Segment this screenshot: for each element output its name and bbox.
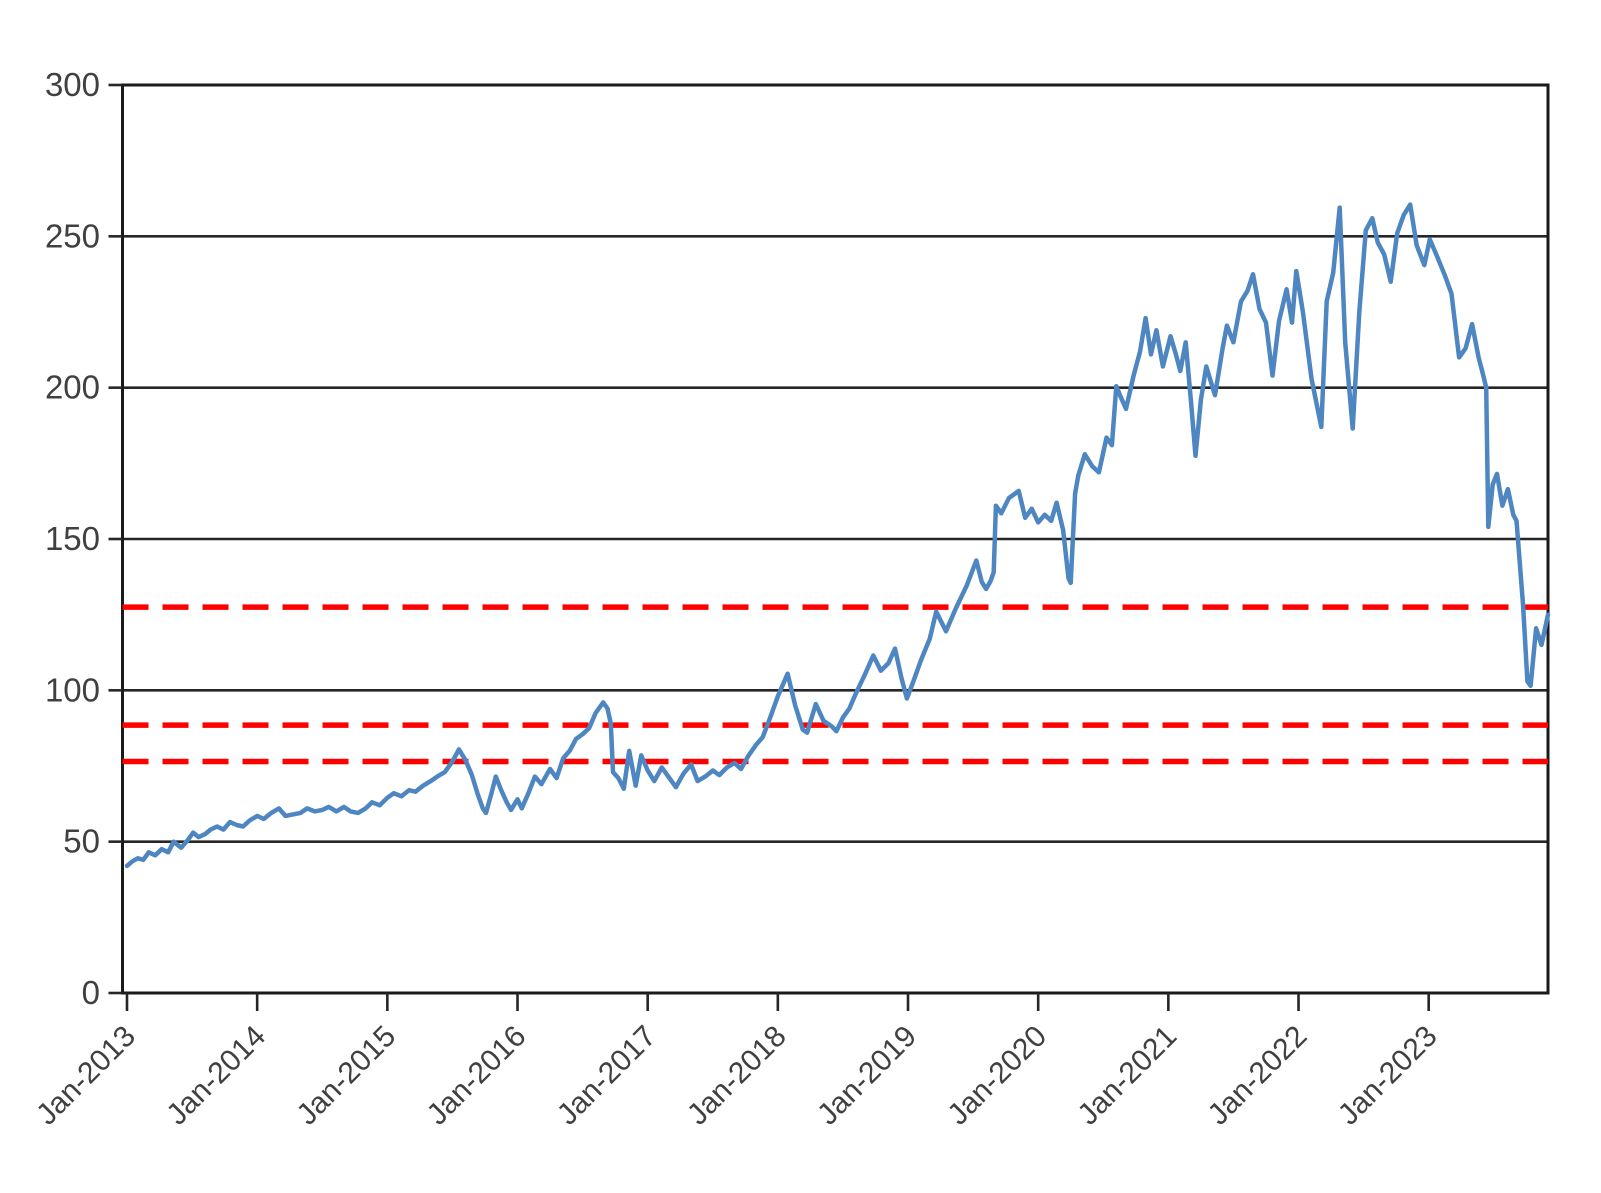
y-tick-label: 150 <box>45 520 100 557</box>
y-tick-label: 50 <box>63 823 100 860</box>
y-tick-label: 200 <box>45 369 100 406</box>
price-line <box>124 202 1551 869</box>
y-tick-label: 300 <box>45 66 100 103</box>
y-tick-label: 100 <box>45 671 100 708</box>
y-tick-label: 0 <box>82 974 100 1011</box>
y-tick-label: 250 <box>45 217 100 254</box>
